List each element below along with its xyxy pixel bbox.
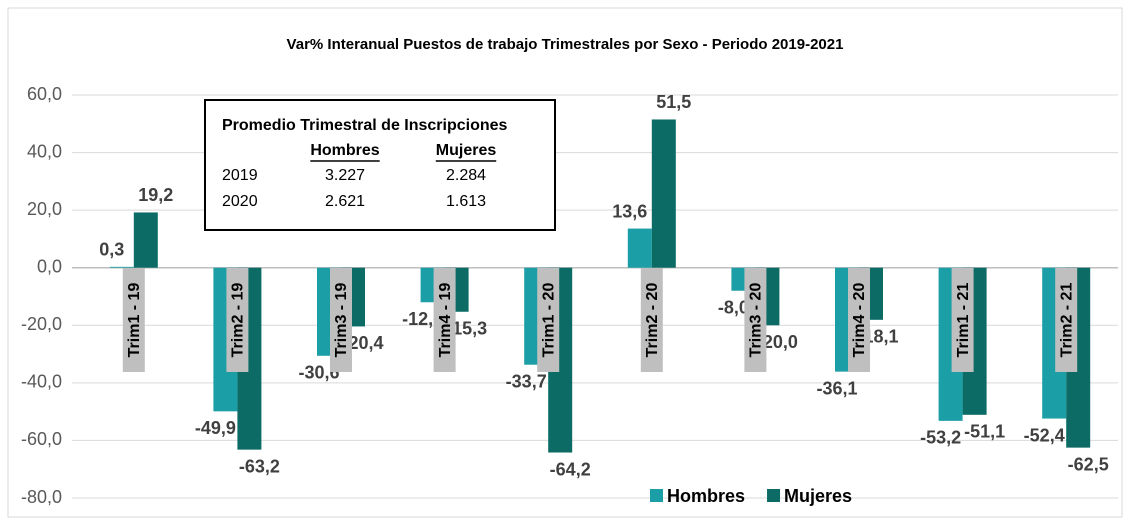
- legend-label: Mujeres: [784, 486, 852, 506]
- category-label-box: [640, 268, 663, 372]
- data-label: -64,2: [550, 459, 591, 479]
- y-tick-label: -40,0: [21, 372, 62, 392]
- x-tick-label: Trim1 - 20: [540, 283, 557, 358]
- category-label-group: Trim4 - 20: [848, 268, 870, 372]
- x-tick-label: Trim3 - 19: [333, 283, 350, 358]
- x-tick-label: Trim2 - 21: [1058, 283, 1075, 358]
- category-label-group: Trim1 - 19: [122, 268, 145, 372]
- bar: [627, 228, 652, 268]
- data-label: -15,3: [446, 319, 487, 339]
- category-label-box: [744, 268, 767, 372]
- chart-title: Var% Interanual Puestos de trabajo Trime…: [287, 36, 844, 53]
- data-label: -49,9: [195, 418, 236, 438]
- bar: [133, 212, 158, 268]
- category-label-group: Trim2 - 21: [1055, 268, 1078, 372]
- table-cell: 2020: [222, 193, 258, 210]
- x-tick-label: Trim4 - 20: [851, 283, 868, 358]
- category-label-box: [537, 268, 560, 372]
- category-label-box: [951, 268, 974, 372]
- data-label: 51,5: [656, 92, 691, 112]
- data-label: 19,2: [138, 185, 173, 205]
- x-tick-label: Trim1 - 21: [955, 283, 972, 358]
- data-label: -52,4: [1024, 425, 1065, 445]
- category-label-group: Trim1 - 21: [951, 268, 974, 372]
- legend-swatch: [767, 489, 781, 502]
- data-label: 18,1: [863, 327, 898, 347]
- legend-swatch: [650, 489, 663, 502]
- data-label: -30,6: [298, 363, 339, 383]
- table-column-header: Hombres: [310, 142, 379, 159]
- category-label-box: [122, 268, 145, 372]
- y-tick-label: -80,0: [21, 487, 62, 507]
- table-cell: 2019: [222, 167, 258, 184]
- bar: [651, 119, 676, 268]
- y-tick-label: 40,0: [27, 141, 62, 161]
- data-label: -8,0: [718, 297, 749, 317]
- x-tick-label: Trim2 - 19: [230, 283, 247, 358]
- table-column-header: Mujeres: [436, 142, 497, 159]
- category-label-box: [848, 268, 870, 372]
- legend-label: Hombres: [667, 486, 745, 506]
- data-label: -20,0: [757, 332, 798, 352]
- table-cell: 3.227: [325, 167, 365, 184]
- table-cell: 1.613: [446, 193, 486, 210]
- x-tick-label: Trim3 - 20: [748, 283, 765, 358]
- y-tick-label: -20,0: [21, 314, 62, 334]
- bar: [109, 266, 134, 268]
- data-label: -63,2: [239, 456, 280, 476]
- category-label-group: Trim3 - 19: [330, 268, 352, 372]
- category-label-box: [433, 268, 456, 372]
- data-label: -20,4: [342, 333, 383, 353]
- table-title: Promedio Trimestral de Inscripciones: [222, 117, 508, 134]
- data-label: -51,1: [964, 422, 1005, 442]
- x-tick-label: Trim4 - 19: [437, 283, 454, 358]
- x-tick-label: Trim1 - 19: [126, 283, 143, 358]
- table-cell: 2.284: [446, 167, 486, 184]
- category-label-box: [330, 268, 352, 372]
- y-tick-label: 20,0: [27, 199, 62, 219]
- category-label-box: [226, 268, 249, 372]
- y-tick-label: 60,0: [27, 84, 62, 104]
- data-label: -12,0: [402, 309, 443, 329]
- y-tick-label: -60,0: [21, 429, 62, 449]
- data-label: -53,2: [920, 428, 961, 448]
- category-label-group: Trim3 - 20: [744, 268, 767, 372]
- y-tick-label: 0,0: [37, 256, 62, 276]
- data-label: -33,7: [506, 371, 547, 391]
- data-label: -62,5: [1068, 454, 1109, 474]
- category-label-group: Trim2 - 19: [226, 268, 249, 372]
- x-tick-label: Trim2 - 20: [644, 283, 661, 358]
- category-label-group: Trim1 - 20: [537, 268, 560, 372]
- category-label-group: Trim4 - 19: [433, 268, 456, 372]
- data-label: -36,1: [816, 378, 857, 398]
- table-cell: 2.621: [325, 193, 365, 210]
- data-label: 13,6: [612, 201, 647, 221]
- category-label-group: Trim2 - 20: [640, 268, 663, 372]
- data-label: 0,3: [99, 240, 124, 260]
- category-label-box: [1055, 268, 1078, 372]
- table-box: [204, 99, 556, 231]
